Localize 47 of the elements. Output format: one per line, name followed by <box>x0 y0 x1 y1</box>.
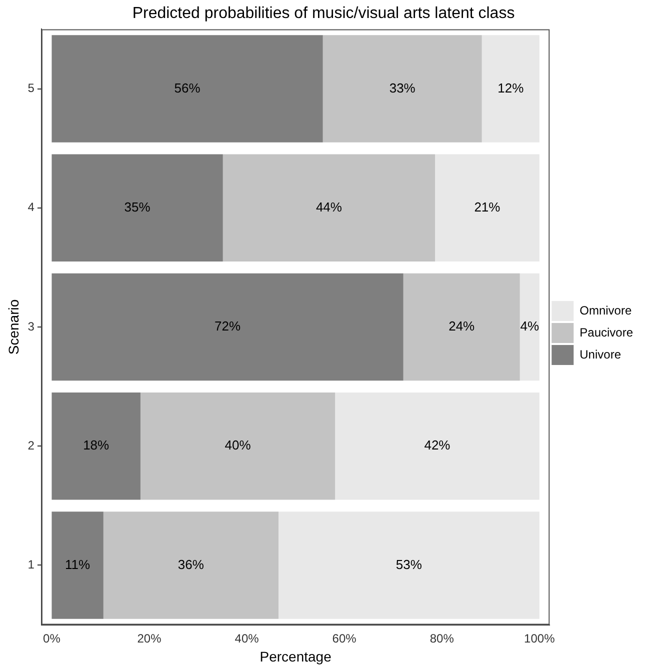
bar <box>403 273 520 381</box>
y-tick-label: 5 <box>28 81 35 96</box>
data-label: 24% <box>448 318 476 334</box>
data-label: 21% <box>474 199 501 214</box>
legend-label: Paucivore <box>580 325 634 340</box>
bar <box>520 273 540 381</box>
x-tick-label: 0% <box>43 631 61 646</box>
y-axis-title: Scenario <box>5 299 22 355</box>
data-label: 12% <box>498 80 524 96</box>
legend-label: Univore <box>580 347 622 362</box>
bar <box>52 35 323 142</box>
x-tick-label: 80% <box>430 631 454 646</box>
bar <box>52 154 223 262</box>
x-tick-label: 60% <box>332 631 357 646</box>
bar <box>335 392 540 500</box>
bar <box>482 35 540 142</box>
bar <box>140 392 336 500</box>
data-label: 53% <box>396 556 422 572</box>
data-label: 35% <box>124 199 151 214</box>
bar <box>52 273 404 381</box>
x-tick-label: 100% <box>524 631 556 646</box>
bar <box>278 512 540 619</box>
y-tick-label: 3 <box>28 319 35 334</box>
x-tick-label: 20% <box>137 631 162 646</box>
data-label: 18% <box>83 438 110 453</box>
bar <box>52 512 104 619</box>
bar <box>322 35 482 142</box>
data-label: 4% <box>520 318 540 334</box>
bar <box>435 154 540 262</box>
data-label: 42% <box>424 438 451 453</box>
data-label: 11% <box>65 556 91 572</box>
legend-label: Omnivore <box>580 303 632 318</box>
data-label: 33% <box>389 80 416 96</box>
chart-title: Predicted probabilities of music/visual arts latent class <box>132 5 515 22</box>
y-tick-label: 4 <box>28 200 35 214</box>
data-label: 56% <box>174 80 201 96</box>
data-label: 36% <box>178 556 204 572</box>
data-label: 40% <box>224 438 252 453</box>
x-axis-title: Percentage <box>260 648 332 664</box>
data-label: 44% <box>316 199 342 214</box>
bar <box>52 392 140 500</box>
x-tick-label: 40% <box>234 631 260 646</box>
y-tick-label: 1 <box>28 558 35 572</box>
data-label: 72% <box>214 318 241 334</box>
bar <box>103 512 278 619</box>
y-tick-label: 2 <box>28 438 35 452</box>
bar <box>222 154 436 262</box>
